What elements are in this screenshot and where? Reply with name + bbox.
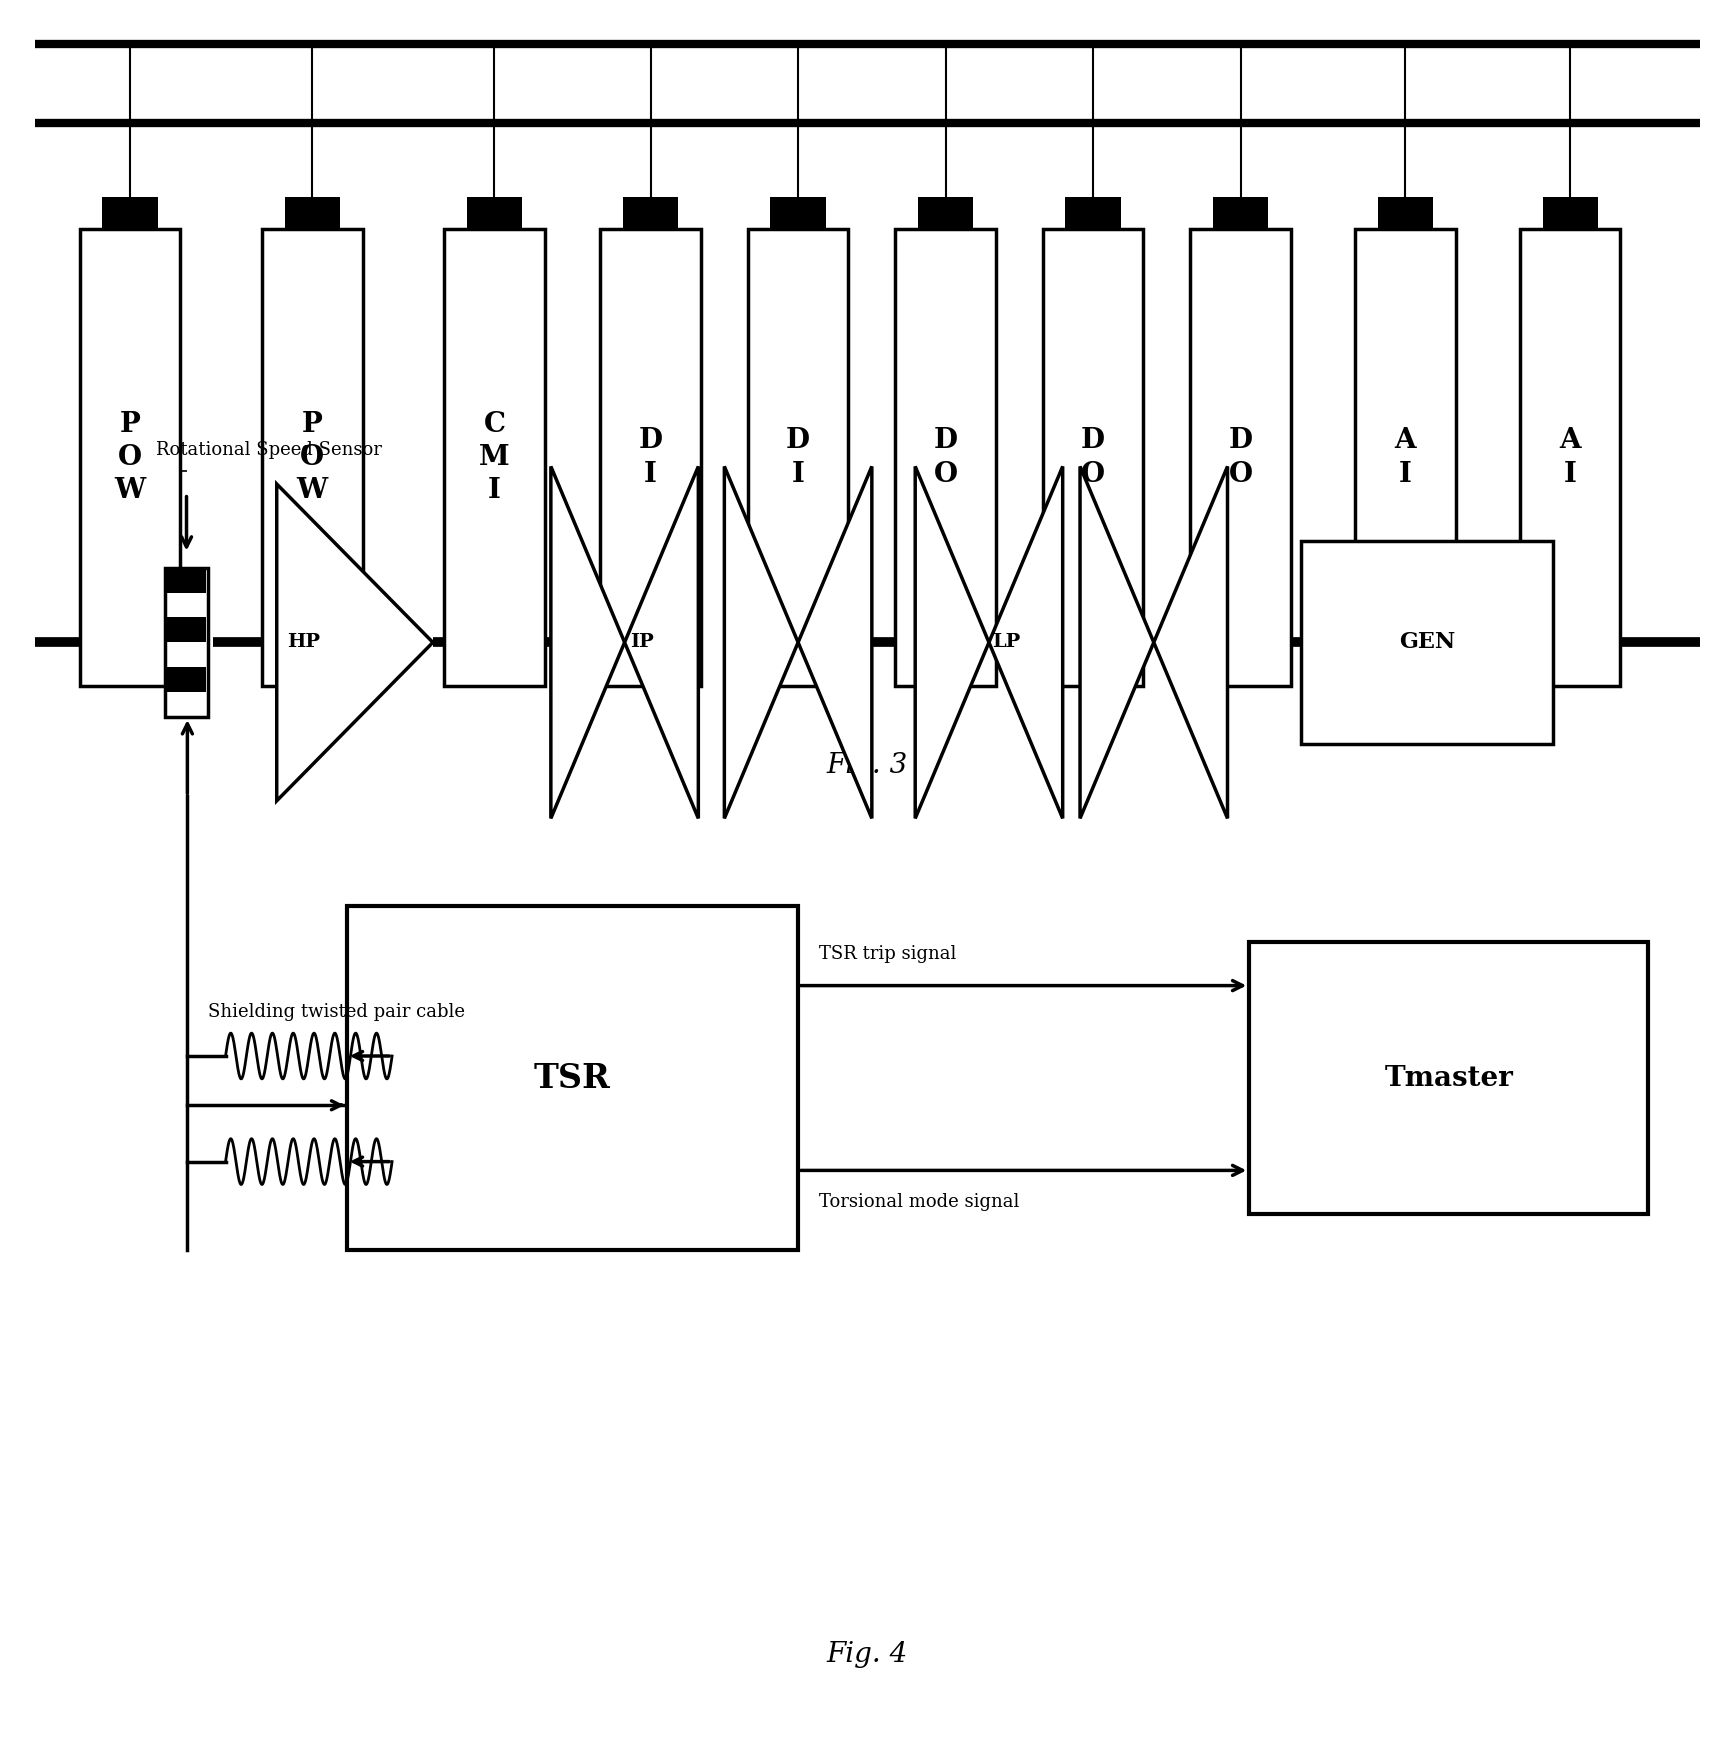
Polygon shape [625, 466, 697, 818]
Bar [1355, 229, 1456, 686]
Bar [1249, 942, 1648, 1214]
Text: D
I: D I [786, 428, 810, 488]
Text: P
O
W: P O W [297, 410, 328, 505]
Bar [1301, 542, 1553, 743]
Text: D
O: D O [1228, 428, 1253, 488]
Bar [262, 229, 363, 686]
Bar [165, 568, 208, 718]
Polygon shape [989, 466, 1062, 818]
Bar [918, 197, 973, 229]
Bar [102, 197, 158, 229]
Bar [167, 618, 206, 642]
Bar [80, 229, 180, 686]
Text: P
O
W: P O W [115, 410, 146, 505]
Bar [770, 197, 826, 229]
Text: D
I: D I [638, 428, 663, 488]
Polygon shape [276, 484, 434, 801]
Text: D
O: D O [933, 428, 958, 488]
Polygon shape [916, 466, 989, 818]
Bar [1378, 197, 1433, 229]
Bar [1043, 229, 1143, 686]
Bar [1065, 197, 1121, 229]
Bar [167, 667, 206, 692]
Bar [1190, 229, 1291, 686]
Text: D
O: D O [1081, 428, 1105, 488]
Text: TSR trip signal: TSR trip signal [819, 945, 956, 963]
Text: C
M
I: C M I [479, 410, 510, 505]
Bar [285, 197, 340, 229]
Polygon shape [552, 466, 625, 818]
Bar [623, 197, 678, 229]
Text: Fig. 4: Fig. 4 [828, 1640, 907, 1668]
Text: Shielding twisted pair cable: Shielding twisted pair cable [208, 1003, 465, 1021]
Text: HP: HP [286, 634, 321, 651]
Bar [600, 229, 701, 686]
Text: Tmaster: Tmaster [1385, 1065, 1513, 1091]
Text: Rotational Speed Sensor: Rotational Speed Sensor [156, 440, 382, 459]
Bar [347, 906, 798, 1250]
Text: LP: LP [992, 634, 1020, 651]
Bar [895, 229, 996, 686]
Text: GEN: GEN [1398, 632, 1456, 653]
Bar [748, 229, 848, 686]
Bar [444, 229, 545, 686]
Text: Torsional mode signal: Torsional mode signal [819, 1193, 1018, 1211]
Text: TSR: TSR [534, 1061, 611, 1095]
Bar [1542, 197, 1598, 229]
Polygon shape [725, 466, 798, 818]
Polygon shape [1079, 466, 1154, 818]
Polygon shape [798, 466, 873, 818]
Bar [167, 567, 206, 593]
Polygon shape [1154, 466, 1228, 818]
Bar [1520, 229, 1620, 686]
Text: IP: IP [630, 634, 654, 651]
Bar [1213, 197, 1268, 229]
Text: A
I: A I [1560, 428, 1581, 488]
Text: Fig. 3: Fig. 3 [828, 752, 907, 780]
Text: A
I: A I [1395, 428, 1416, 488]
Bar [467, 197, 522, 229]
